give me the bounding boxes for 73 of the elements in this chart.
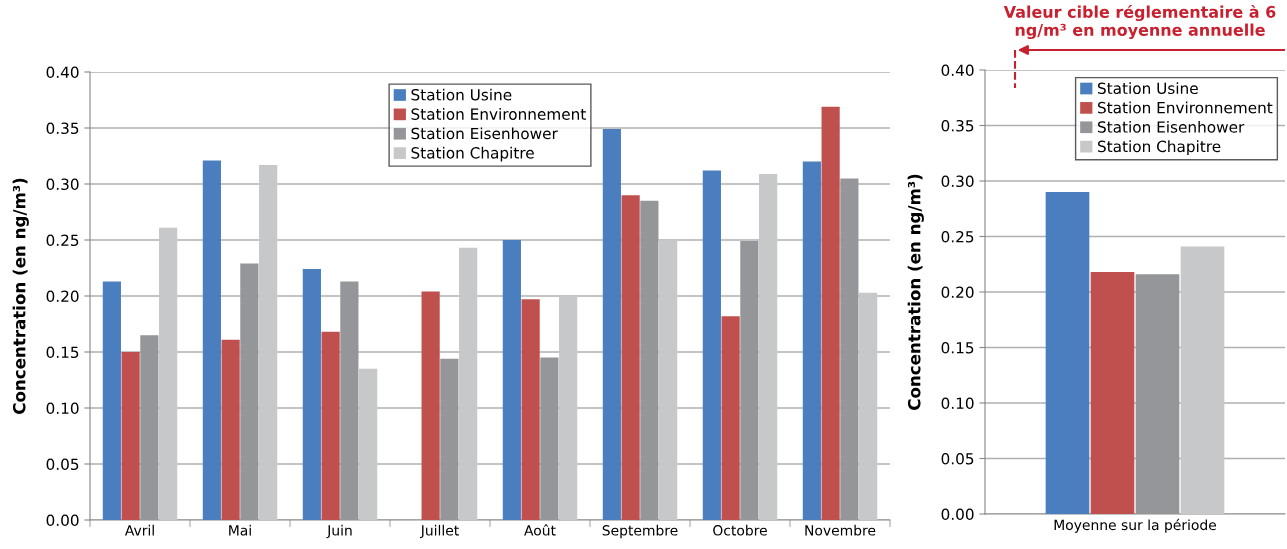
bar	[602, 129, 621, 520]
text: Valeur cible réglementaire à 6 ng/m³ en moyenne annuelle	[1003, 4, 1276, 40]
x-tick-label: Octobre	[713, 524, 767, 536]
y-tick-label: 0.15	[46, 346, 79, 359]
bar	[1180, 246, 1225, 514]
bar	[759, 173, 778, 520]
y-axis-title: Concentration (en ng/m³)	[907, 174, 924, 410]
bar	[359, 368, 378, 520]
bar	[459, 247, 478, 520]
y-tick-label: 0.30	[46, 178, 79, 191]
bar	[302, 269, 321, 520]
y-tick-label: 0.40	[46, 66, 79, 79]
bar	[121, 352, 140, 520]
bar	[859, 292, 878, 520]
x-tick-label: Août	[524, 524, 556, 536]
x-tick-label: Mai	[229, 524, 251, 536]
legend-label: Station Environnement	[1097, 101, 1273, 114]
bar	[721, 316, 740, 520]
bar	[659, 240, 678, 520]
bar	[559, 296, 578, 520]
bar	[102, 281, 121, 520]
bar	[521, 299, 540, 520]
y-tick-label: 0.35	[941, 119, 974, 132]
x-tick-label: Septembre	[602, 524, 678, 539]
y-tick-label: 0.25	[46, 234, 79, 247]
y-tick-label: 0.30	[941, 175, 974, 188]
bar	[640, 200, 659, 520]
legend-label: Station Eisenhower	[1097, 120, 1245, 133]
y-tick-label: 0.05	[46, 458, 79, 471]
bar	[802, 161, 821, 520]
bar	[140, 335, 159, 520]
bar	[159, 227, 178, 520]
legend-label: Station Environnement	[411, 108, 586, 120]
y-tick-label: 0.35	[46, 122, 79, 135]
x-tick-label: Novembre	[805, 524, 876, 536]
y-tick-label: 0.40	[941, 64, 974, 77]
bar	[502, 240, 521, 520]
bar	[621, 195, 640, 520]
y-tick-label: 0.00	[46, 514, 79, 527]
y-tick-label: 0.05	[941, 452, 974, 465]
x-tick-label: Moyenne sur la période	[1054, 518, 1217, 533]
bar	[240, 263, 259, 520]
bar	[740, 241, 759, 520]
bar	[540, 357, 559, 520]
bar	[840, 178, 859, 520]
bar	[1135, 274, 1180, 514]
x-tick-label: Avril	[124, 524, 154, 536]
y-tick-label: 0.25	[941, 230, 974, 243]
bar	[202, 160, 221, 520]
x-tick-label: Juillet	[420, 524, 459, 539]
legend-label: Station Chapitre	[411, 146, 534, 162]
legend-label: Station Usine	[411, 88, 512, 101]
y-tick-label: 0.10	[941, 397, 974, 410]
y-tick-label: 0.15	[941, 341, 974, 354]
bar	[821, 106, 840, 520]
bar	[421, 291, 440, 520]
y-tick-label: 0.20	[46, 290, 79, 303]
bar	[440, 358, 459, 520]
legend-label: Station Eisenhower	[411, 127, 558, 140]
y-axis-title: Concentration (en ng/m³)	[12, 178, 29, 414]
legend-label: Station Usine	[1097, 82, 1198, 95]
bar	[321, 331, 340, 520]
bar	[340, 281, 359, 520]
y-tick-label: 0.10	[46, 402, 79, 415]
bar	[221, 339, 240, 520]
legend-label: Station Chapitre	[1097, 140, 1221, 156]
bar	[1045, 192, 1090, 514]
y-tick-label: 0.00	[941, 508, 974, 521]
y-tick-label: 0.20	[941, 286, 974, 299]
bar	[259, 164, 278, 520]
bar	[1090, 272, 1135, 514]
x-tick-label: Juin	[326, 524, 352, 539]
bar	[702, 170, 721, 520]
